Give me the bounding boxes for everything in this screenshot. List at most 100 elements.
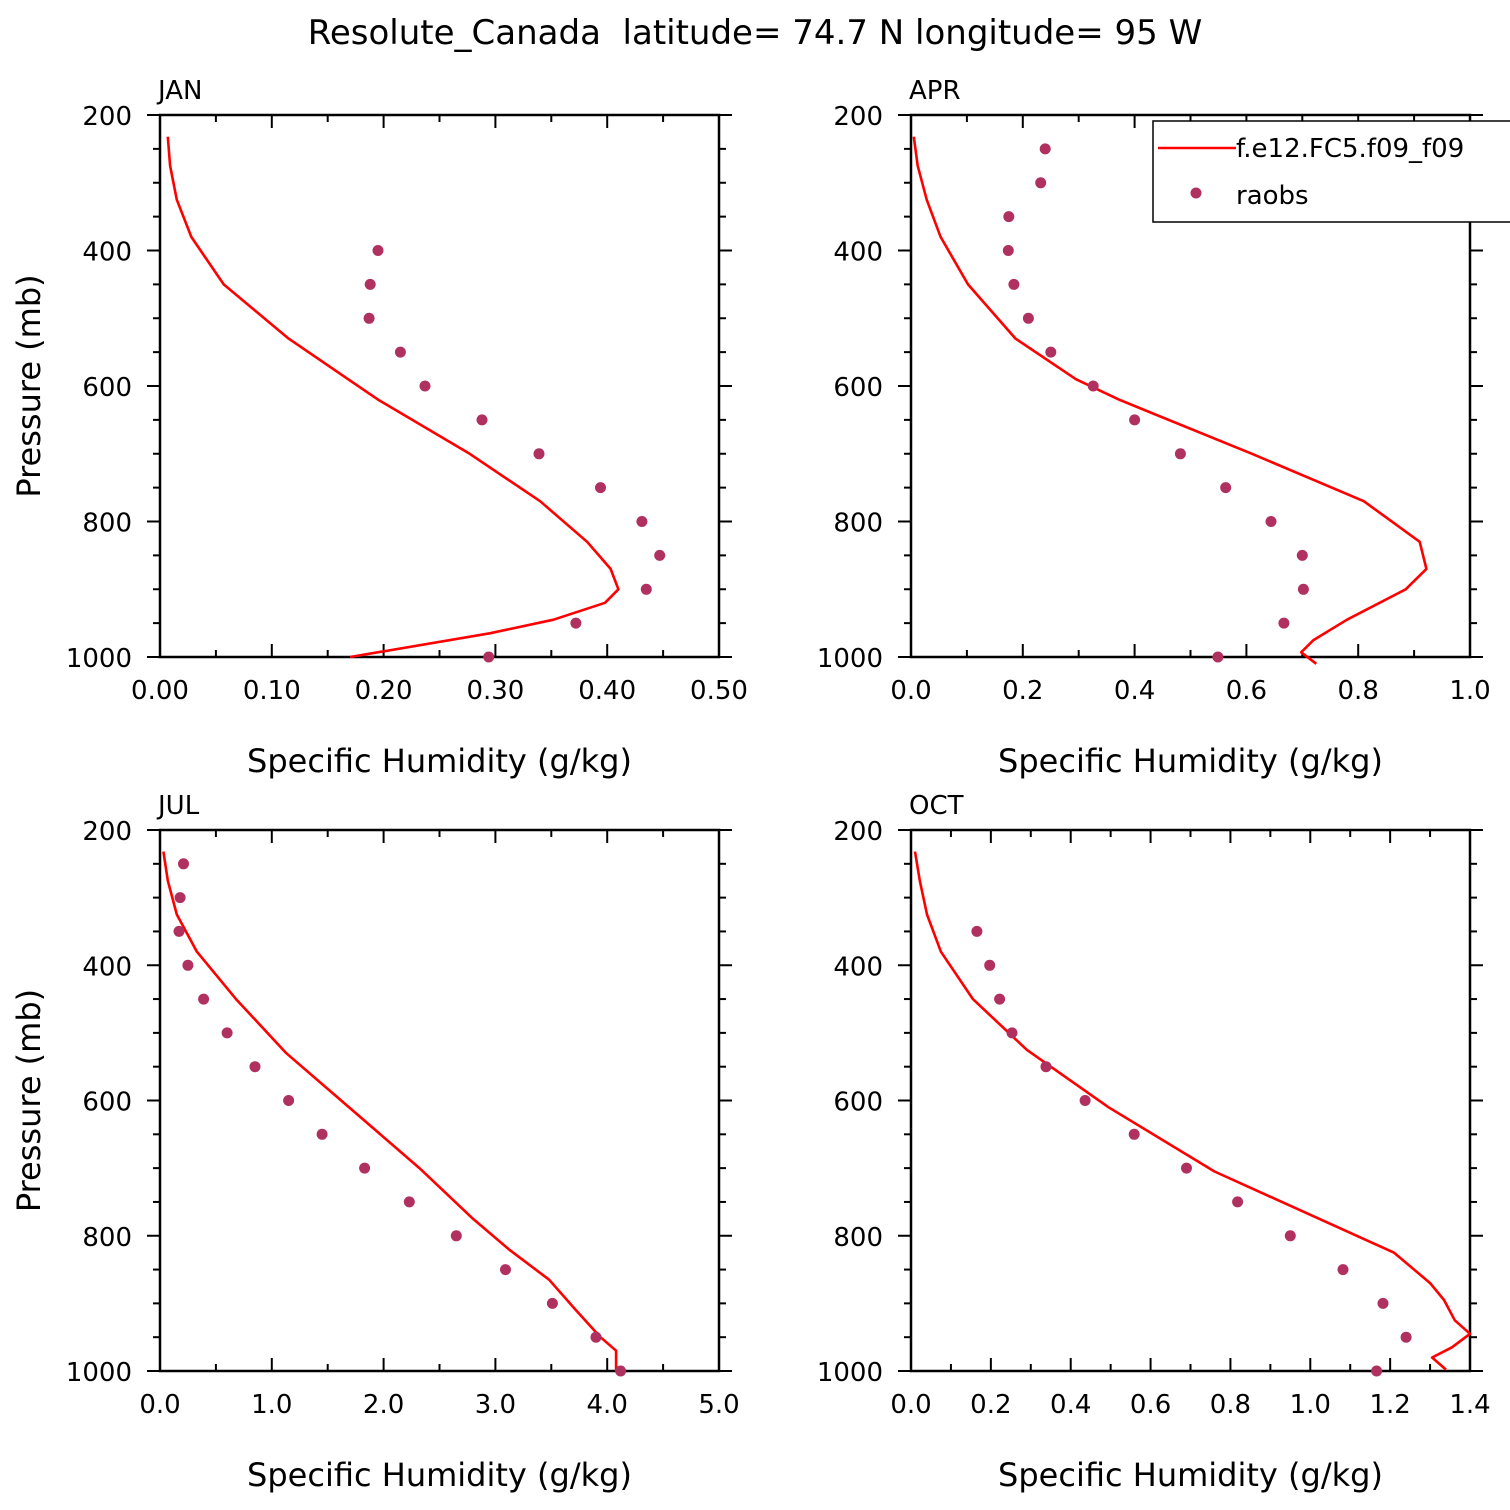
chart-panel-jan: 0.00 0.10 0.20 0.30 0.40 0.50 200 400 600 800 1000… xyxy=(10,76,748,780)
panel-month-label: JAN xyxy=(156,76,202,106)
figure-title: Resolute_Canada latitude= 74.7 N longitu… xyxy=(308,13,1202,53)
panel-month-label: JUL xyxy=(156,791,200,821)
raobs-point xyxy=(1045,346,1057,358)
raobs-point xyxy=(1371,1365,1383,1377)
raobs-point xyxy=(1079,1095,1091,1106)
chart-panel-oct: 0.0 0.2 0.4 0.6 0.8 1.0 1.2 1.4 200 400 600 800 1000… xyxy=(817,791,1491,1494)
y-tick-label: 800 xyxy=(833,509,883,539)
y-tick-label: 1000 xyxy=(817,1358,883,1388)
y-tick-label: 200 xyxy=(833,102,883,132)
x-axis-label: Specific Humidity (g/kg) xyxy=(247,1456,632,1494)
raobs-point xyxy=(615,1365,627,1377)
raobs-point xyxy=(1006,1027,1018,1039)
raobs-point xyxy=(359,1162,371,1174)
x-tick-label: 2.0 xyxy=(363,1390,404,1420)
raobs-point xyxy=(476,414,488,426)
panel-month-label: APR xyxy=(909,76,961,106)
x-axis-label: Specific Humidity (g/kg) xyxy=(998,742,1383,780)
raobs-point xyxy=(570,617,582,629)
legend: f.e12.FC5.f09_f09 raobs xyxy=(1152,120,1510,223)
raobs-point xyxy=(483,651,495,663)
y-tick-label: 200 xyxy=(82,817,132,847)
model-profile-line xyxy=(912,136,1428,665)
x-tick-label: 1.2 xyxy=(1369,1390,1410,1420)
y-tick-label: 400 xyxy=(82,238,132,268)
model-profile-line xyxy=(162,851,618,1371)
raobs-point xyxy=(283,1095,295,1106)
raobs-point xyxy=(1220,482,1232,494)
y-tick-label: 600 xyxy=(82,373,132,403)
raobs-point xyxy=(1035,177,1047,189)
raobs-point xyxy=(394,346,406,358)
raobs-point xyxy=(419,380,431,392)
raobs-point xyxy=(1232,1196,1244,1208)
raobs-point xyxy=(984,959,996,971)
raobs-point xyxy=(590,1331,602,1343)
raobs-point xyxy=(1297,583,1309,595)
y-tick-label: 800 xyxy=(82,1223,132,1253)
raobs-point xyxy=(1002,245,1014,256)
raobs-point xyxy=(994,993,1006,1005)
model-profile-line xyxy=(913,851,1472,1371)
x-tick-label: 0.6 xyxy=(1130,1390,1171,1420)
y-tick-label: 200 xyxy=(82,102,132,132)
raobs-point xyxy=(1129,414,1141,426)
raobs-point xyxy=(1265,516,1277,527)
raobs-point xyxy=(1128,1128,1140,1140)
y-tick-label: 600 xyxy=(833,373,883,403)
y-axis-label: Pressure (mb) xyxy=(10,989,48,1212)
raobs-point xyxy=(1022,312,1034,324)
raobs-point xyxy=(546,1297,558,1309)
x-tick-label: 0.40 xyxy=(578,676,636,706)
raobs-point xyxy=(1040,1061,1052,1073)
raobs-point xyxy=(450,1230,462,1242)
x-tick-label: 1.0 xyxy=(1290,1390,1331,1420)
raobs-point xyxy=(403,1196,415,1208)
plot-frame xyxy=(909,828,1472,1373)
y-tick-label: 400 xyxy=(833,238,883,268)
raobs-point xyxy=(1003,211,1015,223)
x-tick-label: 0.00 xyxy=(131,676,189,706)
y-tick-label: 200 xyxy=(833,817,883,847)
x-tick-label: 4.0 xyxy=(587,1390,628,1420)
raobs-point xyxy=(178,858,189,870)
raobs-point xyxy=(173,925,185,937)
raobs-point xyxy=(174,892,186,904)
raobs-point xyxy=(971,925,983,937)
raobs-point xyxy=(1008,278,1020,290)
raobs-point xyxy=(1174,448,1186,460)
raobs-point xyxy=(1087,380,1099,392)
x-tick-label: 0.30 xyxy=(466,676,524,706)
x-tick-label: 0.50 xyxy=(690,676,748,706)
raobs-point xyxy=(372,245,384,256)
y-tick-label: 400 xyxy=(82,952,132,982)
x-tick-label: 1.0 xyxy=(1449,676,1490,706)
model-profile-line xyxy=(166,136,620,659)
x-tick-label: 5.0 xyxy=(698,1390,739,1420)
raobs-point xyxy=(1284,1230,1296,1242)
y-tick-label: 600 xyxy=(833,1088,883,1118)
y-tick-label: 1000 xyxy=(817,644,883,674)
raobs-point xyxy=(1377,1297,1389,1309)
raobs-point xyxy=(1296,549,1308,561)
raobs-point xyxy=(1181,1162,1192,1174)
raobs-point xyxy=(1337,1264,1349,1276)
y-tick-label: 800 xyxy=(82,509,132,539)
x-tick-label: 0.2 xyxy=(970,1390,1011,1420)
plot-frame xyxy=(158,113,721,659)
raobs-point xyxy=(316,1128,328,1140)
x-tick-label: 3.0 xyxy=(475,1390,516,1420)
raobs-point xyxy=(595,482,606,494)
raobs-point xyxy=(1039,143,1051,155)
x-tick-label: 0.8 xyxy=(1338,676,1379,706)
x-tick-label: 0.4 xyxy=(1114,676,1155,706)
y-tick-label: 400 xyxy=(833,952,883,982)
raobs-point xyxy=(533,448,545,460)
y-tick-label: 800 xyxy=(833,1223,883,1253)
y-axis-label: Pressure (mb) xyxy=(10,274,48,497)
plot-frame xyxy=(158,828,721,1373)
legend-label-model: f.e12.FC5.f09_f09 xyxy=(1236,134,1464,164)
raobs-point xyxy=(1278,617,1290,629)
legend-label-raobs: raobs xyxy=(1236,181,1309,211)
